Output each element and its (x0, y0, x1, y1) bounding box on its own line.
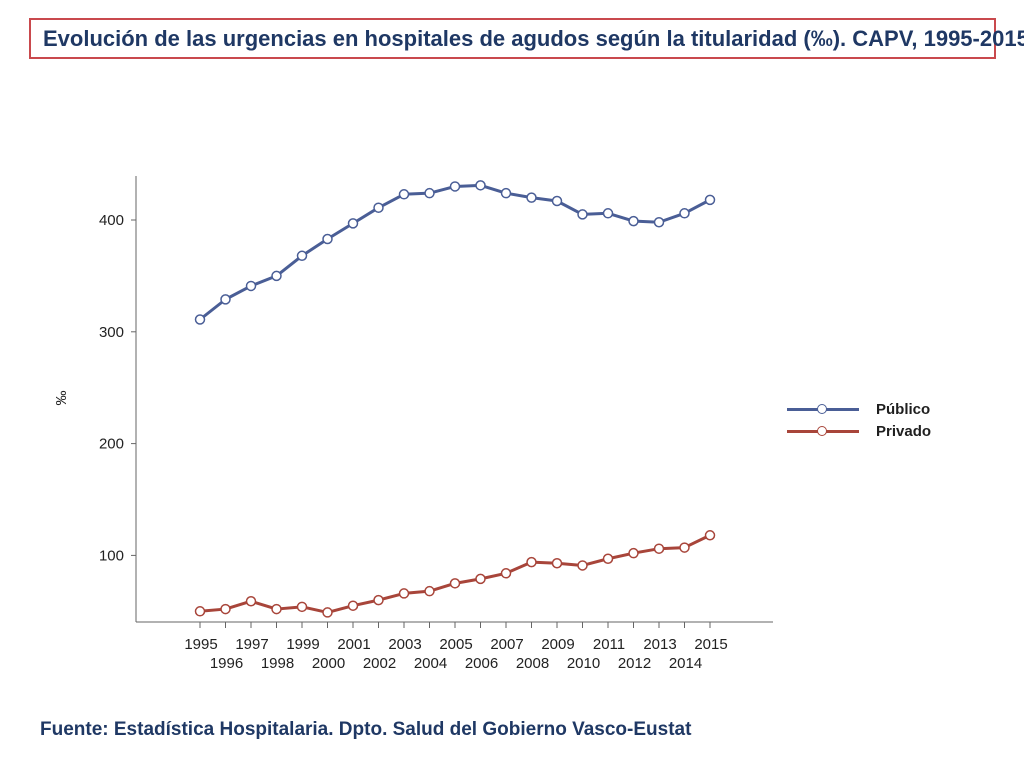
y-tick-label-200: 200 (99, 436, 124, 453)
x-tick-label-2006: 2006 (465, 655, 498, 672)
point-privado-1997 (245, 595, 257, 607)
point-publico-2005 (449, 181, 461, 192)
legend-swatch-publico (787, 399, 859, 419)
x-tick-label-2008: 2008 (516, 655, 549, 672)
x-tick-label-2015: 2015 (694, 636, 727, 653)
legend-item-publico: Público (787, 398, 931, 420)
point-privado-2002 (373, 594, 384, 606)
point-publico-2003 (398, 189, 410, 200)
point-publico-2006 (475, 180, 486, 191)
point-publico-1997 (245, 280, 257, 292)
point-publico-1998 (271, 270, 282, 282)
point-publico-1999 (296, 250, 308, 262)
series-line-privado (199, 533, 711, 614)
point-publico-2013 (653, 216, 665, 228)
point-publico-2002 (373, 202, 384, 213)
x-tick-label-2013: 2013 (643, 636, 676, 653)
point-publico-1996 (220, 294, 231, 305)
x-tick-label-1998: 1998 (261, 655, 294, 672)
point-publico-2007 (500, 187, 512, 199)
point-publico-2004 (424, 187, 435, 199)
legend-item-privado: Privado (787, 420, 931, 442)
line-chart: 100 200 300 400 ‰ 1995 1996 1997 1998 1999 2000 200… (53, 176, 773, 672)
point-publico-2015 (704, 194, 716, 206)
x-tick-label-2003: 2003 (388, 636, 421, 653)
point-privado-2004 (424, 585, 435, 597)
y-tick-label-100: 100 (99, 547, 124, 564)
x-tick-label-2009: 2009 (541, 636, 574, 653)
point-publico-2009 (551, 195, 563, 207)
legend-label-publico: Público (876, 400, 931, 418)
point-privado-2009 (551, 557, 563, 569)
legend: Público Privado (787, 398, 931, 442)
point-publico-2008 (526, 192, 537, 203)
legend-swatch-privado (787, 421, 859, 441)
x-tick-label-2002: 2002 (363, 655, 396, 672)
x-tick-label-2001: 2001 (337, 636, 370, 653)
point-publico-2012 (628, 215, 639, 227)
x-tick-label-2010: 2010 (567, 655, 600, 672)
point-privado-1996 (220, 603, 231, 615)
source-note: Fuente: Estadística Hospitalaria. Dpto. … (40, 719, 692, 740)
x-tick-label-1999: 1999 (286, 636, 319, 653)
point-privado-2015 (704, 530, 716, 541)
point-publico-2001 (347, 218, 359, 229)
point-privado-2012 (628, 547, 639, 559)
x-tick-label-2014: 2014 (669, 655, 702, 672)
x-tick-label-1997: 1997 (235, 636, 268, 653)
point-publico-2011 (602, 208, 614, 219)
point-privado-2003 (398, 588, 410, 599)
point-publico-2010 (577, 209, 588, 220)
point-privado-2001 (347, 600, 359, 611)
x-tick-label-2000: 2000 (312, 655, 345, 672)
x-tick-label-2004: 2004 (414, 655, 447, 672)
point-privado-2000 (322, 607, 333, 618)
point-privado-2014 (679, 542, 690, 553)
point-privado-2006 (475, 573, 486, 585)
chart-title: Evolución de las urgencias en hospitales… (43, 25, 1024, 51)
point-privado-1999 (296, 601, 308, 613)
point-privado-2011 (602, 553, 614, 565)
point-publico-2000 (322, 233, 333, 245)
x-tick-label-2005: 2005 (439, 636, 472, 653)
point-privado-2005 (449, 578, 461, 589)
y-tick-label-400: 400 (99, 212, 124, 229)
point-privado-2010 (577, 560, 588, 571)
point-privado-2013 (653, 543, 665, 554)
x-tick-label-2011: 2011 (593, 636, 625, 653)
point-privado-2008 (526, 556, 537, 568)
point-privado-2007 (500, 568, 512, 579)
x-tick-label-1996: 1996 (210, 655, 243, 672)
point-privado-1995 (194, 606, 206, 617)
title-box: Evolución de las urgencias en hospitales… (29, 18, 1024, 59)
legend-label-privado: Privado (876, 422, 932, 440)
x-tick-label-1995: 1995 (184, 636, 217, 653)
point-publico-1995 (194, 314, 206, 325)
series-line-publico (199, 183, 711, 321)
y-axis-label: ‰ (53, 391, 70, 406)
point-privado-1998 (271, 603, 282, 615)
y-tick-label-300: 300 (99, 324, 124, 341)
point-publico-2014 (679, 208, 690, 219)
x-tick-label-2007: 2007 (490, 636, 523, 653)
x-tick-label-2012: 2012 (618, 655, 651, 672)
